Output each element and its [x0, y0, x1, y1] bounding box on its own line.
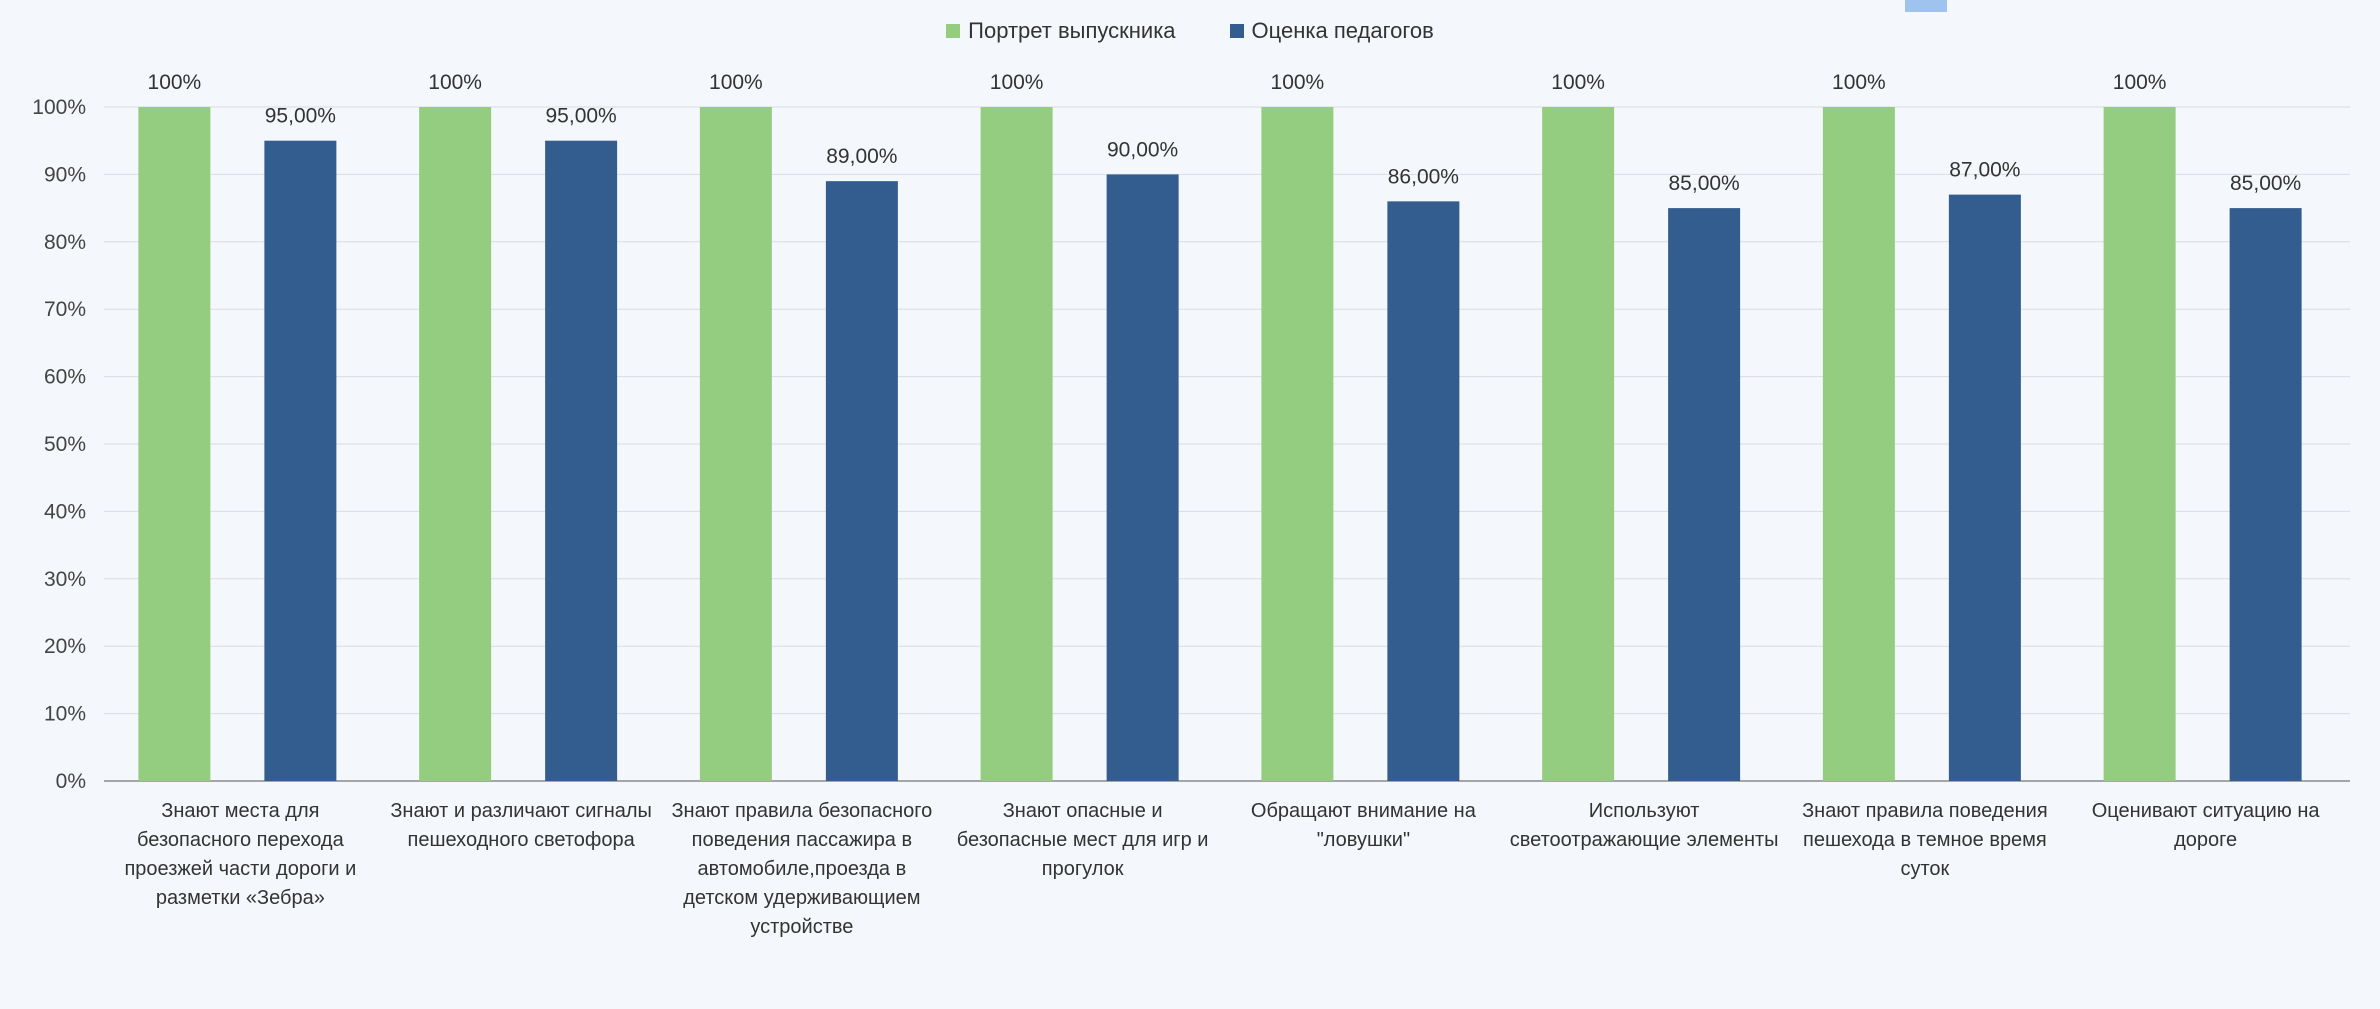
y-tick-label: 70% [44, 298, 86, 321]
legend: Портрет выпускника Оценка педагогов [0, 18, 2380, 44]
bar-series-1 [1542, 107, 1615, 781]
data-label-series-1: 100% [990, 71, 1044, 94]
data-label-series-2: 87,00% [1949, 159, 2020, 182]
bar-series-2 [545, 140, 618, 781]
y-tick-label: 100% [32, 96, 86, 119]
data-label-series-1: 100% [1551, 71, 1605, 94]
bar-series-2 [1106, 174, 1179, 781]
legend-item-series-2: Оценка педагогов [1229, 18, 1434, 44]
y-tick-label: 50% [44, 433, 86, 456]
data-label-series-2: 86,00% [1388, 165, 1459, 188]
bar-series-2 [1948, 194, 2021, 781]
x-tick-label: Оценивают ситуацию на дороге [2091, 800, 2320, 851]
legend-swatch-series-2 [1229, 24, 1244, 38]
corner-mark [1905, 0, 1947, 12]
data-label-series-1: 100% [428, 71, 482, 94]
x-tick-label: Знают и различают сигналы пешеходного св… [390, 800, 652, 851]
legend-label-series-2: Оценка педагогов [1251, 18, 1434, 43]
legend-label-series-1: Портрет выпускника [968, 18, 1176, 43]
bar-series-2 [1387, 201, 1460, 782]
x-tick-label: Используют светоотражающие элементы [1509, 800, 1779, 851]
bar-series-2 [1668, 208, 1741, 782]
bar-series-1 [138, 107, 211, 781]
bar-series-1 [1261, 107, 1334, 781]
bar-series-2 [825, 181, 898, 781]
data-label-series-1: 100% [2113, 71, 2167, 94]
x-tick-label: Обращают внимание на "ловушки" [1250, 800, 1476, 851]
y-tick-label: 20% [44, 635, 86, 658]
data-label-series-2: 95,00% [546, 105, 617, 128]
x-tick-label: Знают правила безопасного поведения пасс… [671, 800, 933, 938]
legend-swatch-series-1 [946, 24, 961, 38]
y-tick-label: 90% [44, 163, 86, 186]
y-tick-label: 10% [44, 703, 86, 726]
data-label-series-2: 85,00% [1669, 172, 1740, 195]
y-tick-label: 60% [44, 366, 86, 389]
data-label-series-2: 85,00% [2230, 172, 2301, 195]
bar-series-2 [264, 140, 337, 781]
data-label-series-2: 89,00% [826, 145, 897, 168]
bar-series-1 [699, 107, 772, 781]
x-tick-label: Знают правила поведения пешехода в темно… [1802, 800, 2048, 880]
y-tick-label: 0% [56, 770, 86, 793]
data-label-series-1: 100% [1832, 71, 1886, 94]
bar-series-1 [980, 107, 1053, 781]
bar-series-1 [2103, 107, 2176, 781]
data-label-series-2: 90,00% [1107, 138, 1178, 161]
data-label-series-2: 95,00% [265, 105, 336, 128]
bar-series-1 [419, 107, 492, 781]
data-label-series-1: 100% [1271, 71, 1325, 94]
x-tick-label: Знают места для безопасного перехода про… [124, 800, 357, 909]
x-tick-label: Знают опасные и безопасные мест для игр … [956, 800, 1209, 880]
y-tick-label: 30% [44, 568, 86, 591]
y-tick-label: 80% [44, 231, 86, 254]
data-label-series-1: 100% [709, 71, 763, 94]
legend-item-series-1: Портрет выпускника [946, 18, 1176, 44]
data-label-series-1: 100% [148, 71, 202, 94]
bar-series-2 [2229, 208, 2302, 782]
y-tick-label: 40% [44, 500, 86, 523]
bar-series-1 [1822, 107, 1895, 781]
